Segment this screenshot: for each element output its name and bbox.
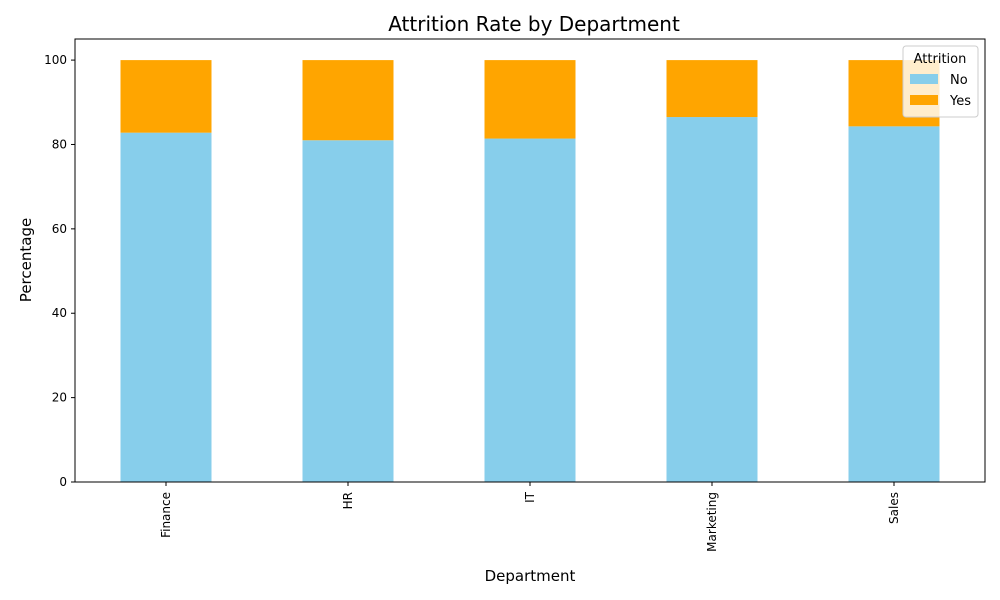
legend-label-yes: Yes — [949, 94, 971, 109]
chart-title: Attrition Rate by Department — [388, 12, 680, 36]
legend: Attrition No Yes — [902, 45, 979, 118]
legend-label-no: No — [950, 73, 968, 88]
legend-swatch-yes — [910, 95, 938, 105]
x-tick-label: HR — [341, 492, 355, 509]
x-tick-label: Sales — [887, 492, 901, 524]
x-tick-label: Finance — [159, 492, 173, 538]
y-tick-label: 40 — [52, 306, 67, 320]
y-tick-label: 20 — [52, 391, 67, 405]
plot-frame — [74, 38, 986, 483]
y-axis-label: Percentage — [17, 218, 35, 302]
legend-swatch-no — [910, 74, 938, 84]
bars-layer — [120, 60, 940, 483]
bar-no-finance — [120, 132, 212, 482]
x-axis-label: Department — [485, 567, 576, 585]
x-tick-label: Marketing — [705, 492, 719, 552]
y-tick-label: 80 — [52, 137, 67, 151]
bar-no-marketing — [666, 117, 758, 483]
x-tick-label: IT — [523, 491, 537, 503]
y-tick-label: 0 — [59, 475, 67, 489]
bar-yes-it — [484, 60, 576, 139]
bar-no-hr — [302, 140, 394, 482]
bar-no-sales — [848, 126, 940, 482]
y-axis-ticks: 0 20 40 60 80 100 — [44, 53, 75, 489]
y-tick-label: 60 — [52, 222, 67, 236]
bar-yes-finance — [120, 60, 212, 133]
bar-yes-hr — [302, 60, 394, 141]
x-axis-ticks: Finance HR IT Marketing Sales — [159, 482, 901, 552]
y-tick-label: 100 — [44, 53, 67, 67]
bar-yes-marketing — [666, 60, 758, 118]
bar-no-it — [484, 138, 576, 482]
legend-title: Attrition — [914, 52, 967, 67]
